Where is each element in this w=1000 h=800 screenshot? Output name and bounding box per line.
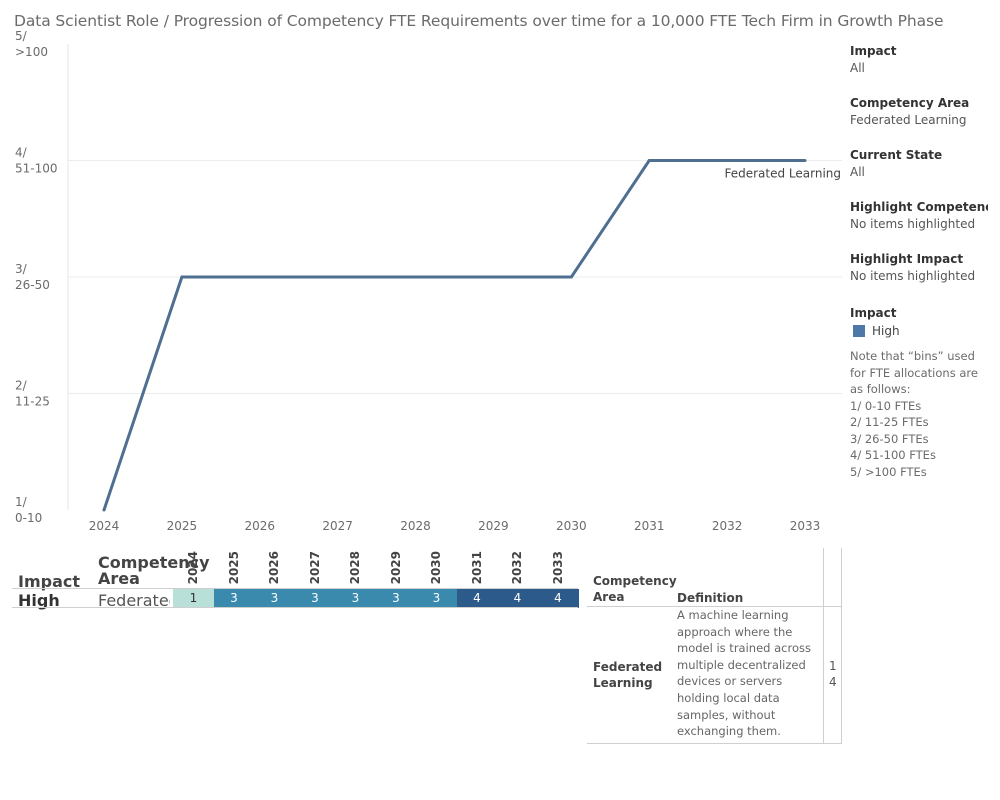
note-line: 5/ >100 FTEs [850,464,927,479]
x-tick-label: 2031 [634,519,665,533]
year-header: 2031 [469,551,484,585]
def-row-definition: A machine learning approach where the mo… [677,608,811,739]
filter-competency-area[interactable]: Competency Area Federated Learning [850,96,995,148]
heat-cell[interactable]: 4 [456,589,498,608]
divider [12,588,578,589]
x-tick-label: 2033 [790,519,821,533]
col-header-impact: Impact [18,572,81,591]
legend-title: Impact [850,306,897,320]
y-tick-label: 3/ [15,262,28,276]
y-tick-label: 26-50 [15,278,50,292]
col-header-competency: Competency Area [98,553,210,588]
data-point [258,275,262,279]
filter-impact[interactable]: Impact All [850,44,995,96]
heat-cell[interactable]: 4 [537,589,579,608]
heat-cell[interactable]: 3 [213,589,255,608]
year-header: 2025 [226,551,241,585]
line-end-label: Federated Learning [724,167,841,181]
y-tick-label: 51-100 [15,162,58,176]
divider [587,606,842,607]
y-tick-label: >100 [15,45,48,59]
y-tick-label: 0-10 [15,511,42,525]
data-point [725,159,729,162]
x-tick-label: 2024 [89,519,120,533]
divider [841,548,842,744]
data-point [180,275,184,279]
row-impact: High [18,591,60,610]
series-line [102,159,805,511]
y-tick-label: 4/ [15,146,28,160]
divider [823,548,824,744]
year-header: 2032 [510,551,524,585]
x-tick-label: 2025 [167,519,198,533]
filter-value[interactable]: All [850,61,865,75]
filter-title: Highlight Competency .. [850,200,988,214]
note-intro: Note that “bins” used for FTE allocation… [850,349,978,396]
data-point [414,275,418,279]
year-header: 2028 [348,551,362,585]
year-header: 2030 [429,551,443,585]
year-header: 2033 [550,551,565,585]
x-tick-label: 2032 [712,519,743,533]
x-tick-label: 2028 [400,519,431,533]
legend-swatch [853,325,865,337]
legend-item-high[interactable]: High [850,324,995,338]
y-tick-label: 1/ [15,495,28,509]
data-point [803,159,807,162]
data-point [647,159,651,162]
bins-note: Note that “bins” used for FTE allocation… [850,348,985,480]
x-tick-label: 2026 [245,519,276,533]
heat-cell[interactable]: 3 [254,589,295,608]
y-tick-label: 11-25 [15,395,50,409]
page-title: Data Scientist Role / Progression of Com… [14,12,944,30]
year-header: 2026 [267,551,281,585]
legend-label: High [872,324,900,338]
x-tick-label: 2029 [478,519,509,533]
legend: Impact High [850,306,995,338]
def-row-extra-1: 1 [829,659,837,673]
divider [587,743,842,744]
filter-panel: Impact All Competency Area Federated Lea… [850,44,995,480]
y-tick-label: 5/ [15,29,28,43]
year-header: 2029 [388,551,403,585]
filter-current-state[interactable]: Current State All [850,148,995,200]
filter-value[interactable]: No items highlighted [850,217,976,231]
data-point [491,275,495,279]
y-tick-label: 2/ [15,379,28,393]
filter-title: Current State [850,148,943,162]
def-col-definition: Definition [677,591,744,605]
filter-value[interactable]: No items highlighted [850,269,976,283]
def-col-competency: Competency Area [593,574,677,604]
divider [12,607,578,608]
note-line: 4/ 51-100 FTEs [850,448,936,462]
filter-value[interactable]: All [850,165,865,179]
filter-title: Impact [850,44,897,58]
filter-highlight-impact[interactable]: Highlight Impact No items highlighted [850,252,995,304]
year-header: 2027 [307,551,322,585]
def-row-competency[interactable]: Federated Learning [593,660,663,690]
heat-cell[interactable]: 3 [375,589,417,608]
heat-cell[interactable]: 3 [294,589,336,608]
line-chart: 1/0-10 2/11-25 3/26-50 4/51-100 5/ >100 2024 20… [15,29,842,533]
heat-cell[interactable]: 3 [416,589,457,608]
filter-title: Competency Area [850,96,970,110]
year-header: 2024 [186,551,200,585]
data-point [102,508,106,512]
data-point [336,275,340,279]
def-row-extra-2: 4 [829,675,837,689]
row-competency[interactable]: Federated L.. [98,591,170,610]
note-line: 1/ 0-10 FTEs [850,398,922,413]
filter-highlight-competency[interactable]: Highlight Competency .. No items highlig… [850,200,995,252]
note-line: 2/ 11-25 FTEs [850,415,929,429]
heat-cell[interactable]: 3 [335,589,376,608]
x-tick-label: 2030 [556,519,587,533]
filter-value[interactable]: Federated Learning [850,113,967,127]
filter-title: Highlight Impact [850,252,964,266]
heat-cell[interactable]: 1 [173,589,214,608]
x-tick-label: 2027 [322,519,353,533]
heat-cell[interactable]: 4 [497,589,538,608]
data-point [569,275,573,279]
note-line: 3/ 26-50 FTEs [850,431,929,446]
